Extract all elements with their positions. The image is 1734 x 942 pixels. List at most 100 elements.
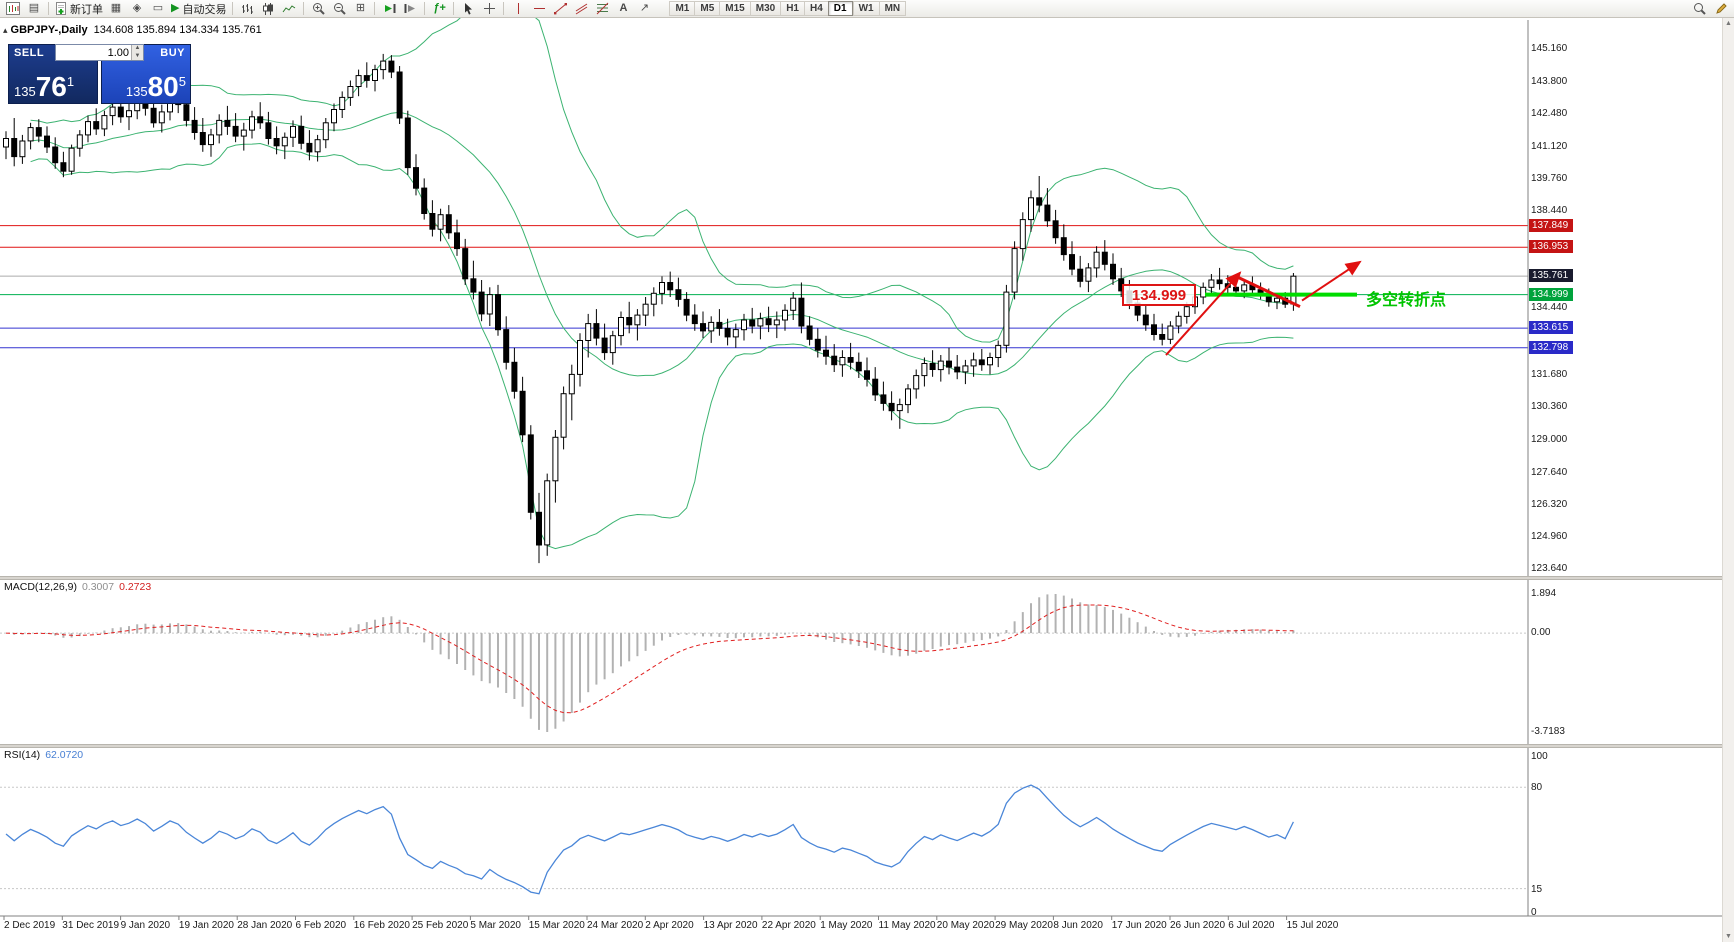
timeframe-w1[interactable]: W1	[852, 1, 879, 16]
market-watch-button[interactable]: ▦	[106, 1, 126, 17]
price-tag: 134.999	[1529, 287, 1573, 301]
volume-spinner[interactable]: ▲ ▼	[131, 45, 143, 60]
sell-price: 135761	[14, 71, 75, 102]
toolbar-separator	[374, 2, 376, 15]
rsi-value: 62.0720	[45, 749, 84, 761]
cursor-button[interactable]	[458, 1, 478, 17]
candlestick-chart-button[interactable]	[258, 1, 278, 17]
new-chart-button[interactable]	[3, 1, 23, 17]
toolbar-separator	[503, 2, 505, 15]
price-tag: 132.798	[1529, 340, 1573, 354]
autotrading-button[interactable]: ▶ 自动交易	[169, 1, 228, 17]
trendline-icon	[553, 3, 567, 15]
date-label: 17 Jun 2020	[1111, 920, 1167, 931]
toolbar-separator	[453, 2, 455, 15]
date-label: 19 Jan 2020	[178, 920, 234, 931]
macd-scale-bottom: -3.7183	[1531, 726, 1565, 737]
date-label: 26 Jun 2020	[1170, 920, 1226, 931]
zoom-in-button[interactable]	[308, 1, 328, 17]
zoom-in-icon	[312, 3, 325, 15]
line-chart-button[interactable]	[279, 1, 299, 17]
chart-shift-button[interactable]	[400, 1, 420, 17]
panel-divider[interactable]	[0, 576, 1722, 580]
text-tool-button[interactable]: A	[613, 1, 633, 17]
cursor-icon	[465, 3, 473, 15]
search-icon	[1693, 3, 1706, 15]
trendline-button[interactable]	[550, 1, 570, 17]
date-label: 15 Jul 2020	[1286, 920, 1339, 931]
date-label: 5 Mar 2020	[470, 920, 521, 931]
zoom-out-button[interactable]	[329, 1, 349, 17]
terminal-button[interactable]: ▭	[148, 1, 168, 17]
vertical-scrollbar[interactable]: ▲ ▼	[1722, 18, 1734, 942]
price-annotation-box[interactable]: 134.999	[1122, 284, 1196, 306]
horizontal-line-button[interactable]	[529, 1, 549, 17]
turning-point-label: 多空转折点	[1366, 292, 1447, 309]
navigator-icon: ◈	[132, 2, 142, 14]
vertical-line-button[interactable]	[508, 1, 528, 17]
timeframe-h4[interactable]: H4	[803, 1, 828, 16]
autotrading-play-icon: ▶	[171, 2, 180, 14]
fibonacci-button[interactable]	[592, 1, 612, 17]
indicators-button[interactable]: ƒ+	[429, 1, 449, 17]
price-tick: 142.480	[1531, 107, 1568, 119]
timeframe-h1[interactable]: H1	[780, 1, 804, 16]
date-label: 28 Jan 2020	[237, 920, 293, 931]
price-tick: 131.680	[1531, 368, 1568, 380]
buy-button[interactable]: BUY 135805	[101, 44, 191, 104]
chart-workspace: 145.160 143.800 142.480 141.120 139.760 138.4…	[0, 18, 1734, 942]
price-tick: 134.440	[1531, 302, 1568, 314]
indicators-icon: ƒ+	[433, 2, 446, 14]
new-order-button[interactable]: 新订单	[53, 1, 105, 17]
arrows-tool-button[interactable]: ↗	[634, 1, 654, 17]
horizontal-line-icon	[533, 8, 545, 9]
crosshair-button[interactable]	[479, 1, 499, 17]
timeframe-d1[interactable]: D1	[827, 1, 853, 16]
date-label: 29 May 2020	[995, 920, 1053, 931]
price-tick: 129.000	[1531, 433, 1568, 445]
price-tick: 138.440	[1531, 205, 1568, 217]
chart-symbol-period: GBPJPY-,Daily	[10, 24, 88, 36]
navigator-button[interactable]: ◈	[127, 1, 147, 17]
vertical-line-icon	[517, 3, 519, 14]
volume-value: 1.00	[107, 46, 129, 59]
timeframe-m5[interactable]: M5	[694, 1, 720, 16]
edit-button[interactable]	[1711, 1, 1731, 17]
date-label: 9 Jan 2020	[120, 920, 171, 931]
chart-title: ▴ GBPJPY-,Daily 134.608 135.894 134.334 13…	[3, 24, 262, 36]
scroll-down-icon[interactable]: ▼	[1725, 933, 1732, 940]
date-label: 13 Apr 2020	[703, 920, 758, 931]
tile-windows-button[interactable]: ⊞	[350, 1, 370, 17]
rsi-scale-tick: 15	[1531, 883, 1543, 895]
timeframe-m1[interactable]: M1	[669, 1, 695, 16]
volume-input[interactable]: 1.00 ▲ ▼	[55, 44, 144, 61]
autotrading-label: 自动交易	[182, 3, 227, 16]
macd-label: MACD(12,26,9) 0.3007 0.2723	[4, 581, 156, 593]
profiles-icon: ▤	[28, 2, 40, 14]
panel-divider[interactable]	[0, 744, 1722, 748]
date-label: 31 Dec 2019	[62, 920, 120, 931]
spinner-up-icon[interactable]: ▲	[132, 45, 143, 53]
profiles-button[interactable]: ▤	[24, 1, 44, 17]
timeframe-m15[interactable]: M15	[719, 1, 750, 16]
scroll-up-icon[interactable]: ▲	[1725, 20, 1732, 27]
one-click-trading-panel: SELL 135761 BUY 135805 1.00 ▲ ▼	[8, 44, 191, 104]
one-click-expander-icon[interactable]: ▴	[3, 25, 8, 35]
spinner-down-icon[interactable]: ▼	[132, 52, 143, 60]
toolbar-right-group	[1689, 1, 1731, 17]
channel-button[interactable]	[571, 1, 591, 17]
chart-ohlc-values: 134.608 135.894 134.334 135.761	[93, 24, 262, 36]
date-label: 20 May 2020	[936, 920, 995, 931]
date-label: 1 May 2020	[820, 920, 873, 931]
price-tag: 137.849	[1529, 218, 1573, 232]
macd-scale-top: 1.894	[1531, 588, 1557, 599]
timeframe-mn[interactable]: MN	[878, 1, 907, 16]
terminal-icon: ▭	[152, 2, 164, 14]
toolbar-separator	[48, 2, 49, 15]
auto-scroll-icon	[384, 4, 396, 13]
search-button[interactable]	[1689, 1, 1709, 17]
line-chart-icon	[283, 4, 296, 12]
auto-scroll-button[interactable]	[379, 1, 399, 17]
timeframe-m30[interactable]: M30	[749, 1, 781, 16]
bar-chart-button[interactable]	[237, 1, 257, 17]
